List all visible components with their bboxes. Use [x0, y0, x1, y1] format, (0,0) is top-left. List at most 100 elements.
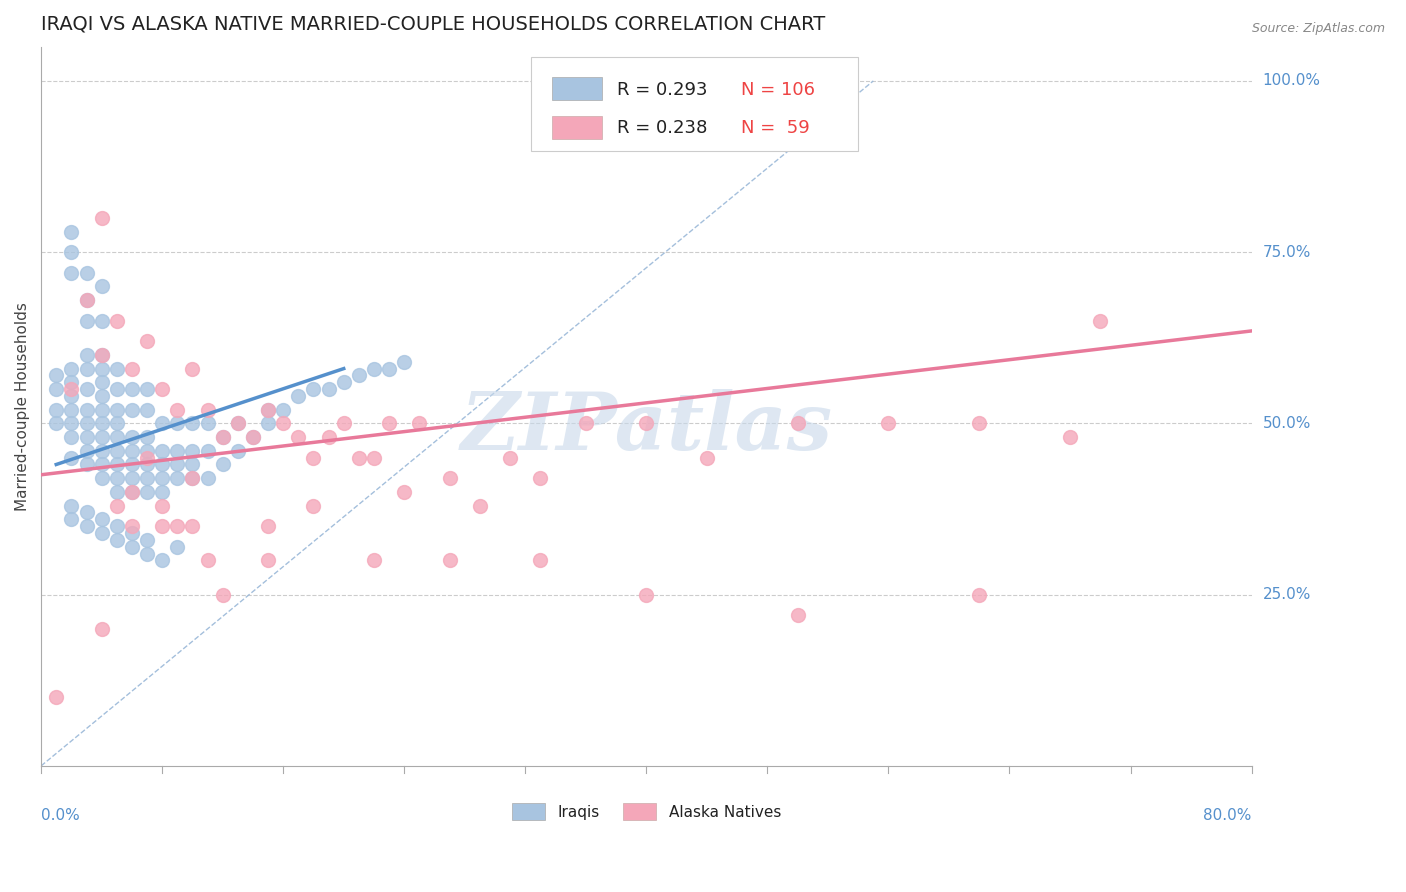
Point [575, 417, 598, 431]
Point [136, 471, 159, 485]
Point [363, 361, 385, 376]
Point [76, 519, 98, 533]
Point [408, 417, 430, 431]
Point [90, 417, 112, 431]
Point [257, 402, 280, 417]
Point [302, 450, 325, 465]
Point [60, 376, 83, 390]
Point [332, 376, 354, 390]
Point [257, 553, 280, 567]
Point [226, 417, 249, 431]
Point [60, 245, 83, 260]
Point [226, 443, 249, 458]
Point [197, 417, 219, 431]
Text: ZIPatlas: ZIPatlas [460, 389, 832, 467]
Point [150, 471, 173, 485]
Point [394, 484, 416, 499]
Point [90, 348, 112, 362]
Point [76, 402, 98, 417]
Point [45, 382, 67, 396]
Text: Source: ZipAtlas.com: Source: ZipAtlas.com [1251, 22, 1385, 36]
Point [76, 430, 98, 444]
Point [150, 382, 173, 396]
Point [181, 471, 204, 485]
Point [181, 417, 204, 431]
Point [60, 450, 83, 465]
Point [242, 430, 264, 444]
Point [105, 313, 128, 327]
Point [76, 348, 98, 362]
Point [166, 458, 188, 472]
Point [394, 355, 416, 369]
Bar [553, 116, 602, 139]
Point [136, 450, 159, 465]
Point [105, 519, 128, 533]
Point [90, 471, 112, 485]
Point [121, 519, 143, 533]
Point [877, 417, 900, 431]
Point [60, 382, 83, 396]
Point [121, 484, 143, 499]
Point [121, 458, 143, 472]
Point [90, 361, 112, 376]
Point [105, 443, 128, 458]
Point [197, 402, 219, 417]
Text: 25.0%: 25.0% [1263, 587, 1310, 602]
Point [90, 376, 112, 390]
Point [529, 553, 551, 567]
Point [439, 471, 461, 485]
Point [90, 430, 112, 444]
Point [181, 471, 204, 485]
Point [121, 402, 143, 417]
Point [76, 382, 98, 396]
Point [90, 211, 112, 225]
Point [76, 443, 98, 458]
Point [136, 430, 159, 444]
Point [76, 293, 98, 307]
Point [378, 417, 401, 431]
Point [136, 402, 159, 417]
Text: 75.0%: 75.0% [1263, 244, 1310, 260]
Point [318, 382, 340, 396]
Point [696, 450, 718, 465]
Point [257, 402, 280, 417]
Point [76, 313, 98, 327]
Point [166, 417, 188, 431]
Point [60, 512, 83, 526]
Point [1059, 430, 1081, 444]
Point [257, 417, 280, 431]
Point [136, 334, 159, 349]
Point [121, 443, 143, 458]
Point [181, 519, 204, 533]
Point [136, 533, 159, 547]
Point [302, 382, 325, 396]
Point [197, 443, 219, 458]
Point [150, 499, 173, 513]
Point [105, 361, 128, 376]
Point [166, 519, 188, 533]
Point [76, 293, 98, 307]
Point [105, 430, 128, 444]
Point [786, 608, 808, 623]
Point [90, 622, 112, 636]
Text: N =  59: N = 59 [741, 120, 810, 137]
Point [271, 402, 294, 417]
Point [90, 458, 112, 472]
Point [105, 402, 128, 417]
Point [211, 430, 233, 444]
Point [197, 471, 219, 485]
Point [242, 430, 264, 444]
Point [60, 389, 83, 403]
Point [90, 443, 112, 458]
Text: 100.0%: 100.0% [1263, 73, 1320, 88]
Point [60, 361, 83, 376]
Point [121, 361, 143, 376]
Point [105, 471, 128, 485]
Legend: Iraqis, Alaska Natives: Iraqis, Alaska Natives [506, 797, 787, 827]
Text: N = 106: N = 106 [741, 80, 815, 98]
Point [136, 547, 159, 561]
Point [76, 266, 98, 280]
Point [121, 430, 143, 444]
Point [105, 499, 128, 513]
Point [166, 540, 188, 554]
